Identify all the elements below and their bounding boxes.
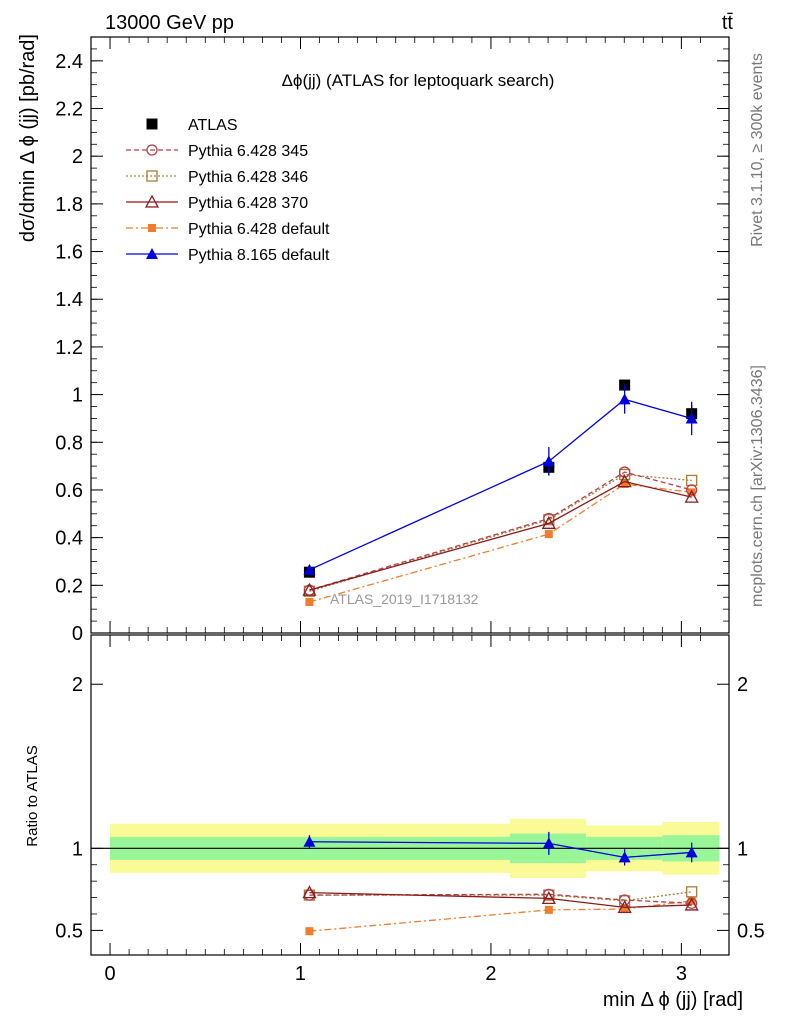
pythia-6-428-345-point xyxy=(618,466,631,478)
pythia-6-428-345-point xyxy=(543,888,555,900)
y-tick-label: 1.2 xyxy=(55,337,83,359)
pythia-8-165-default-point xyxy=(618,393,631,405)
pythia-6-428-default-point xyxy=(620,905,629,914)
legend-label-pythia-6-428-370: Pythia 6.428 370 xyxy=(188,195,308,212)
y-tick-label: 1 xyxy=(72,838,83,860)
ratio-panel: 0.5 0.5 1 1 2 2 0 1 2 3 xyxy=(55,634,765,985)
watermark-label: ATLAS_2019_I1718132 xyxy=(330,591,479,607)
y-tick-label: 1.8 xyxy=(55,194,83,216)
pythia-6-428-370-point xyxy=(302,885,317,899)
main-panel: 0 0.2 0.4 0.6 0.8 1 1.2 1.4 1.6 1.8 2 2.2 2.4 xyxy=(55,36,730,645)
legend-label-pythia-6-428-346: Pythia 6.428 346 xyxy=(188,169,308,186)
pythia-6-428-345-line xyxy=(309,471,692,591)
energy-label: 13000 GeV pp xyxy=(105,12,234,34)
y-tick-label: 2 xyxy=(72,674,83,696)
frame xyxy=(90,634,730,956)
pythia-6-428-370-line xyxy=(309,891,692,909)
pythia-6-428-346-line xyxy=(309,473,692,592)
pythia-6-428-370-point xyxy=(684,897,699,911)
y-tick-label: 2 xyxy=(72,146,83,168)
y-tick-label: 0.2 xyxy=(55,575,83,597)
y-tick-label: 1.4 xyxy=(55,289,83,311)
pythia-6-428-default-line xyxy=(309,900,692,932)
pythia-6-428-346-line xyxy=(309,891,692,902)
legend-label-atlas: ATLAS xyxy=(188,117,238,134)
y-tick-label: 0.6 xyxy=(55,480,83,502)
y-tick-label: 0.8 xyxy=(55,432,83,454)
pythia-6-428-346-point xyxy=(686,886,698,898)
pythia-6-428-345-line xyxy=(309,893,692,904)
pythia-6-428-default-point xyxy=(544,905,553,914)
y-tick-label: 1 xyxy=(72,385,83,407)
pythia-6-428-default-point xyxy=(305,927,314,936)
side-label-top: Rivet 3.1.10, ≥ 300k events xyxy=(749,53,766,247)
pythia-6-428-370-point xyxy=(617,900,632,914)
pythia-8-165-default-point xyxy=(685,412,698,424)
pythia-8-165-default-line xyxy=(309,841,692,859)
side-label-bottom: mcplots.cern.ch [arXiv:1306.3436] xyxy=(749,365,766,607)
legend-label-pythia-6-428-default: Pythia 6.428 default xyxy=(188,221,330,238)
pythia-8-165-default-point xyxy=(542,837,555,849)
y-tick-label: 0 xyxy=(72,623,83,645)
x-tick-label: 1 xyxy=(295,963,306,985)
y-tick-label: 0.4 xyxy=(55,528,83,550)
x-tick-label: 3 xyxy=(676,963,687,985)
x-tick-label: 2 xyxy=(485,963,496,985)
legend-label-pythia-6-428-345: Pythia 6.428 345 xyxy=(188,143,308,160)
pythia-8-165-default-point xyxy=(685,846,698,858)
legend-marker-atlas xyxy=(146,118,158,130)
pythia-6-428-default-point xyxy=(305,598,314,607)
y-tick-label: 1.6 xyxy=(55,242,83,264)
y-tick-label: 2.4 xyxy=(55,51,83,73)
pythia-8-165-default-point xyxy=(303,563,316,575)
main-y-axis-label: dσ/dmin Δ ϕ (jj) [pb/rad] xyxy=(17,34,39,242)
pythia-6-428-370-point xyxy=(541,515,556,529)
x-axis-label: min Δ ϕ (jj) [rad] xyxy=(603,989,743,1011)
legend-marker-pythia-6-428-370 xyxy=(144,194,160,208)
legend: ATLAS Pythia 6.428 345 Pythia 6.428 346 Pyt… xyxy=(126,117,330,264)
pythia-6-428-default-point xyxy=(687,896,696,905)
pythia-6-428-370-point xyxy=(302,582,317,596)
ratio-y-axis-label: Ratio to ATLAS xyxy=(24,745,41,846)
pythia-8-165-default-point xyxy=(542,455,555,467)
legend-label-pythia-8-165-default: Pythia 8.165 default xyxy=(188,247,330,264)
pythia-6-428-default-point xyxy=(544,530,553,539)
main-title: Δϕ(jj) (ATLAS for leptoquark search) xyxy=(282,71,555,90)
pythia-8-165-default-point xyxy=(303,835,316,847)
pythia-8-165-default-line xyxy=(309,398,692,571)
pythia-8-165-default-point xyxy=(618,851,631,863)
legend-marker-pythia-6-428-default xyxy=(148,224,156,232)
legend-marker-pythia-6-428-346 xyxy=(146,170,158,182)
pythia-6-428-370-point xyxy=(541,891,556,905)
pythia-6-428-370-line xyxy=(309,480,692,591)
process-label: tt̄ xyxy=(722,12,734,34)
pythia-6-428-345-point xyxy=(618,894,631,906)
y-tick-label: 2.2 xyxy=(55,99,83,121)
y-tick-label-right: 1 xyxy=(737,838,748,860)
y-tick-label-right: 0.5 xyxy=(737,920,765,942)
pythia-6-428-370-point xyxy=(684,489,699,503)
pythia-6-428-345-point xyxy=(686,484,698,496)
y-tick-label-right: 2 xyxy=(737,674,748,696)
x-tick-label: 0 xyxy=(104,963,115,985)
legend-marker-pythia-6-428-345 xyxy=(146,144,158,156)
y-tick-label: 0.5 xyxy=(55,920,83,942)
frame xyxy=(90,36,730,634)
pythia-6-428-default-line xyxy=(309,483,692,603)
pythia-6-428-370-point xyxy=(617,474,632,488)
pythia-6-428-default-point xyxy=(620,480,629,488)
legend-marker-pythia-8-165-default xyxy=(146,248,158,259)
